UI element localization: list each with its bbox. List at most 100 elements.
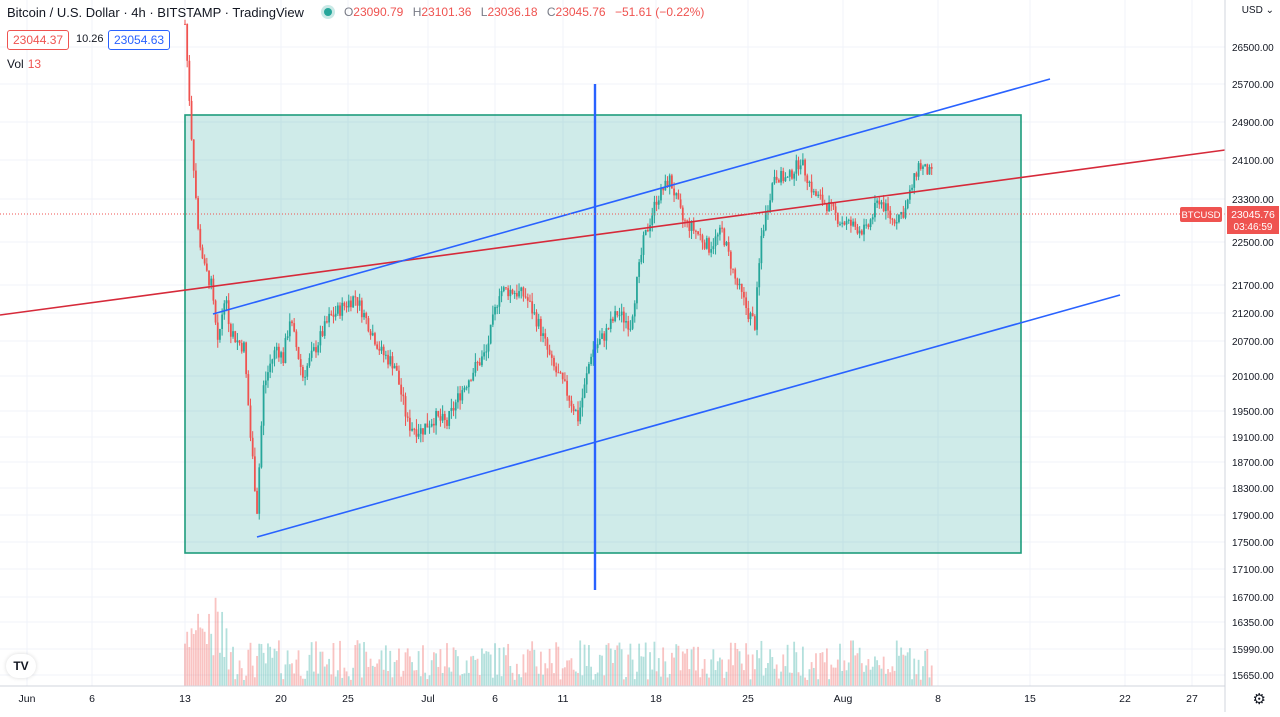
volume-bar [428,675,431,686]
candle-body [791,170,793,179]
trend-line-blue-upper[interactable] [212,78,1051,315]
volume-bar [823,662,826,686]
trend-line-blue-lower[interactable] [256,294,1121,538]
candle-body [376,344,379,349]
volume-value: 13 [27,57,42,71]
candle-body [876,200,879,203]
candle-body [686,220,689,222]
candle-body [354,296,357,298]
volume-bar [716,661,719,686]
candle-body [747,308,750,320]
sell-price-button[interactable]: 23044.37 [7,30,70,50]
price-axis[interactable]: 26500.00 25700.00 24900.00 24100.00 23300.00… [1232,43,1274,682]
candle-body [893,219,896,224]
candle-body [719,227,721,235]
candle-body [339,305,341,316]
candle-body [729,251,732,269]
candle-body [306,365,309,377]
symbol-title[interactable]: Bitcoin / U.S. Dollar · 4h · BITSTAMP · … [7,4,304,20]
volume-bar [574,671,577,686]
time-tick-label: 15 [1024,693,1036,705]
time-tick-label: 27 [1186,693,1198,705]
candle-body [821,194,824,203]
candle-body [620,311,623,316]
candle-body [646,229,649,232]
volume-bar [780,671,782,686]
volume-bar [358,643,361,686]
volume-bar [579,640,582,686]
volume-bar [291,663,293,686]
candle-body [360,300,363,318]
time-tick-label: 25 [342,693,354,705]
volume-bar [701,668,704,686]
candle-body [817,194,820,196]
close-label: C [546,5,556,19]
candle-body [819,194,822,196]
candle-body [815,191,817,196]
candle-body [509,289,512,297]
candle-body [269,363,272,373]
volume-bar [633,679,636,686]
volume-bar [620,649,623,686]
candle-body [801,159,804,166]
volume-bar [616,645,619,686]
chart-header: Bitcoin / U.S. Dollar · 4h · BITSTAMP · … [0,0,704,24]
candle-body [304,376,306,378]
time-axis[interactable]: Jun 6 13 20 25 Jul 6 11 18 25 Aug 8 15 22 27 [19,693,1198,705]
volume-bar [884,673,887,686]
volume-bar [467,672,470,686]
volume-bar [636,671,638,686]
volume-bar [703,659,706,686]
candle-body [782,170,785,182]
range-rectangle[interactable] [184,114,1022,554]
volume-bar [354,645,357,686]
candle-body [363,312,365,318]
volume-bar [928,677,931,686]
buy-price-button[interactable]: 23054.63 [108,30,171,50]
low-label: L [480,5,488,19]
candle-body [666,180,669,188]
volume-bar [203,631,206,686]
volume-bar [522,654,525,686]
candle-body [299,359,302,367]
candle-body [812,191,815,193]
trend-line-red[interactable] [0,149,1226,316]
volume-bar [470,656,472,686]
candle-body [841,222,844,224]
volume-bar [876,660,879,686]
volume-bar [550,663,553,686]
volume-bar [915,674,918,686]
candle-body [326,321,328,323]
volume-bar [295,659,298,686]
candle-body [603,333,606,341]
last-price-label: 23045.76 [1231,209,1275,221]
volume-bar [869,669,872,686]
volume-bar [474,659,477,686]
candle-body [356,297,359,306]
candle-body [714,236,717,247]
candle-body [332,315,335,317]
volume-bar [922,666,924,686]
candle-body [350,300,352,308]
candle-body [502,287,505,292]
candle-body [712,246,715,250]
candle-body [406,416,409,418]
market-status-icon [323,8,332,16]
volume-bar [356,640,359,686]
tradingview-logo-icon[interactable]: TV [6,654,36,678]
volume-bar [751,654,754,686]
time-tick-label: Jun [19,693,36,705]
candle-body [341,302,344,316]
volume-bar [323,666,326,686]
gear-icon[interactable]: ⚙ [1252,691,1266,708]
currency-selector[interactable]: USD ⌄ [1242,5,1274,16]
candle-body [465,387,468,389]
volume-bar [660,676,662,686]
candle-body [411,428,413,431]
volume-bar [546,668,549,686]
volume-bar [343,667,346,686]
candle-body [679,199,682,208]
volume-bar [834,667,837,686]
volume-bar [402,670,405,686]
